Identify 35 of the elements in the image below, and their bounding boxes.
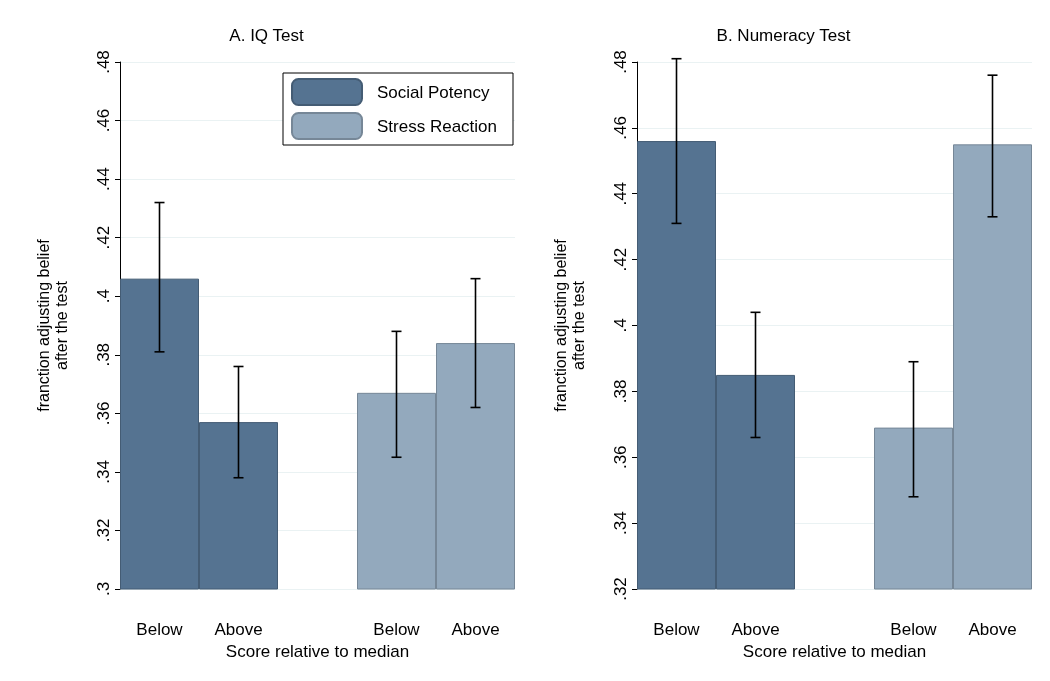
legend-label: Social Potency [377,82,490,102]
y-tick-label: .38 [611,379,630,404]
y-tick-label: .36 [611,445,630,470]
chart-title: B. Numeracy Test [716,26,851,45]
y-tick-label: .4 [94,289,113,304]
x-axis-title: Score relative to median [225,641,410,661]
y-tick-label: .46 [94,108,113,133]
y-tick-label: .46 [611,116,630,140]
y-tick-label: .44 [94,167,113,191]
chart-title: A. IQ Test [229,26,304,45]
x-tick-label: Above [451,620,500,639]
y-axis-title: franction adjusting belief after the test [34,238,70,412]
x-tick-label: Below [890,620,938,639]
y-tick-label: .32 [94,518,113,543]
y-tick-label: .36 [94,401,113,426]
y-tick-label: .48 [94,50,113,74]
y-tick-label: .38 [94,342,113,367]
y-tick-label: .42 [94,225,113,250]
y-tick-label: .34 [94,460,113,484]
y-tick-label: .3 [94,581,113,597]
legend-label: Stress Reaction [377,116,497,136]
y-tick-label: .34 [611,511,630,535]
x-tick-label: Above [214,620,263,639]
y-tick-label: .4 [611,318,630,333]
y-tick-label: .44 [611,181,630,206]
x-tick-label: Above [731,620,780,639]
x-tick-label: Below [136,620,184,639]
y-tick-label: .42 [611,247,630,272]
x-tick-label: Below [653,620,701,639]
x-axis-title: Score relative to median [742,641,927,661]
y-axis-title: franction adjusting belief after the test [551,238,587,412]
y-tick-label: .48 [611,50,630,74]
x-tick-label: Above [968,620,1017,639]
x-tick-label: Below [373,620,421,639]
y-tick-label: .32 [611,577,630,601]
